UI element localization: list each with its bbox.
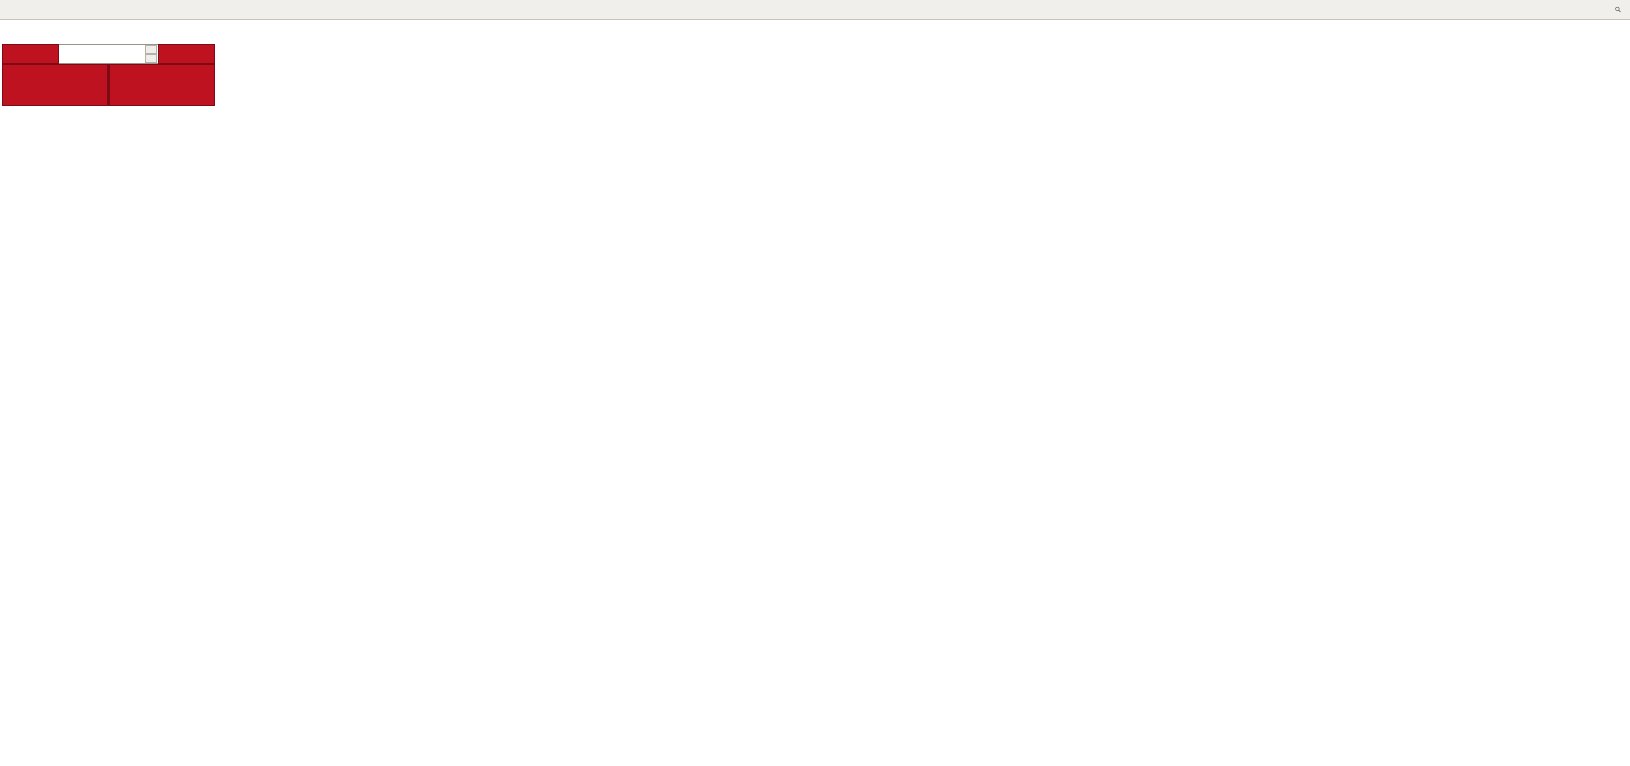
one-click-trading-panel [2, 44, 215, 106]
toolbar [0, 0, 1630, 20]
buy-price[interactable] [109, 64, 215, 106]
volume-input[interactable] [59, 44, 158, 64]
search-icon[interactable] [1609, 1, 1627, 18]
volume-down-button[interactable] [145, 54, 157, 63]
sell-button[interactable] [2, 44, 59, 64]
sell-price[interactable] [2, 64, 108, 106]
volume-up-button[interactable] [145, 45, 157, 54]
buy-button[interactable] [158, 44, 215, 64]
